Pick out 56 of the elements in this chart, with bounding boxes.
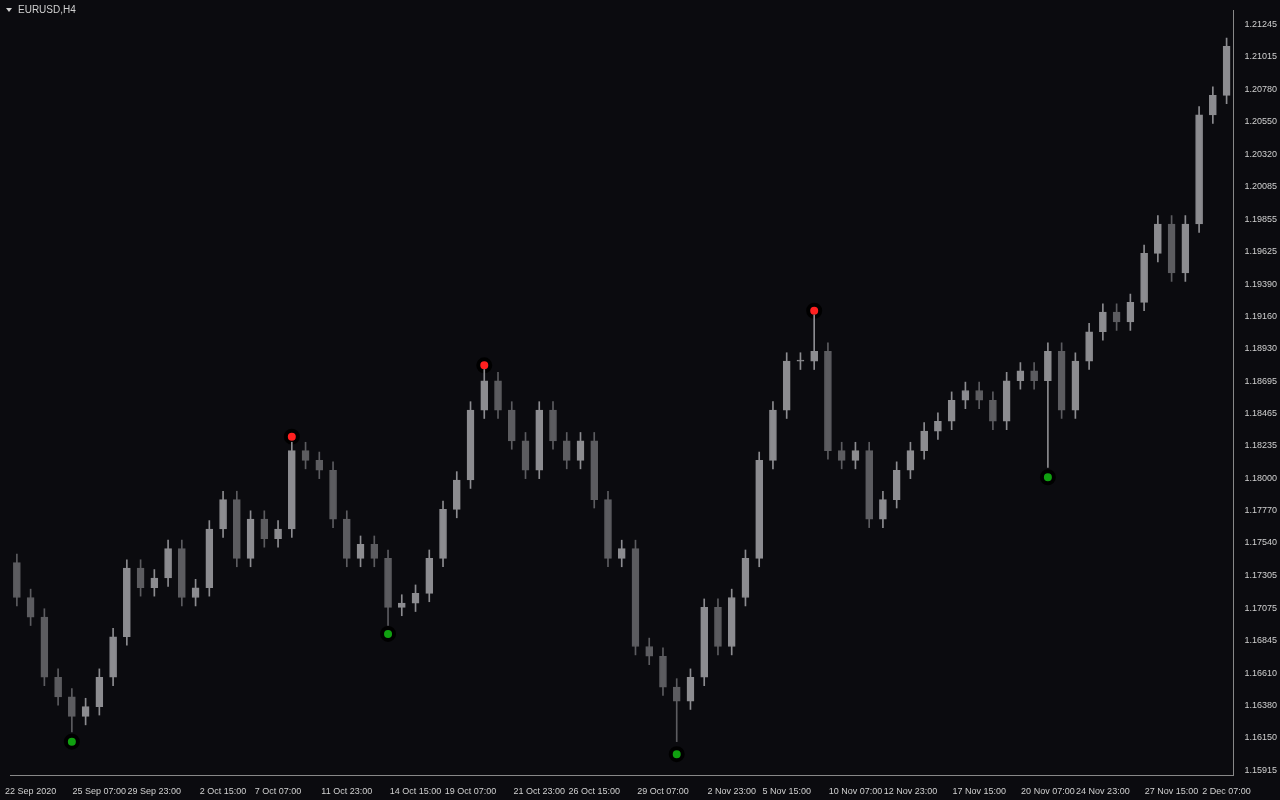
x-tick-label: 2 Dec 07:00 bbox=[1202, 786, 1251, 797]
y-tick-label: 1.21245 bbox=[1244, 19, 1278, 30]
candlestick bbox=[810, 314, 819, 370]
y-tick-label: 1.17770 bbox=[1244, 505, 1278, 516]
y-tick-label: 1.17075 bbox=[1244, 602, 1278, 613]
x-tick-label: 29 Oct 07:00 bbox=[637, 786, 689, 797]
point bbox=[1039, 469, 1056, 486]
candlestick bbox=[672, 678, 681, 742]
y-tick-label: 1.20780 bbox=[1244, 84, 1278, 95]
point bbox=[63, 733, 80, 750]
x-tick-label: 14 Oct 15:00 bbox=[389, 786, 442, 797]
y-tick-label: 1.19625 bbox=[1244, 245, 1278, 256]
chart-title: EURUSD,H4 bbox=[18, 4, 76, 15]
x-tick-label: 2 Oct 15:00 bbox=[199, 786, 247, 797]
x-tick-label: 26 Oct 15:00 bbox=[568, 786, 621, 797]
x-tick-label: 5 Nov 15:00 bbox=[762, 786, 811, 797]
y-tick-label: 1.17305 bbox=[1244, 570, 1278, 581]
y-tick-label: 1.19160 bbox=[1244, 310, 1278, 321]
x-tick-label: 20 Nov 07:00 bbox=[1021, 786, 1075, 797]
x-tick-label: 27 Nov 15:00 bbox=[1144, 786, 1199, 797]
y-tick-label: 1.15915 bbox=[1244, 764, 1278, 775]
y-tick-label: 1.18695 bbox=[1244, 375, 1278, 386]
y-tick-label: 1.19855 bbox=[1244, 213, 1278, 224]
x-tick-label: 25 Sep 07:00 bbox=[72, 786, 127, 797]
candlestick bbox=[1044, 342, 1052, 468]
x-tick-label: 12 Nov 23:00 bbox=[883, 786, 938, 797]
y-tick-label: 1.18930 bbox=[1244, 343, 1278, 354]
y-tick-label: 1.18465 bbox=[1244, 408, 1278, 419]
y-tick-label: 1.21015 bbox=[1244, 51, 1278, 62]
y-tick-label: 1.20085 bbox=[1244, 181, 1278, 192]
point bbox=[668, 746, 685, 763]
point bbox=[380, 625, 397, 642]
y-tick-label: 1.16845 bbox=[1244, 634, 1278, 645]
y-tick-label: 1.17540 bbox=[1244, 537, 1278, 548]
y-tick-label: 1.20550 bbox=[1244, 116, 1278, 127]
y-tick-label: 1.18235 bbox=[1244, 440, 1278, 451]
x-tick-label: 2 Nov 23:00 bbox=[707, 786, 756, 797]
x-tick-label: 11 Oct 23:00 bbox=[321, 786, 373, 797]
x-tick-label: 22 Sep 2020 bbox=[5, 786, 57, 797]
y-tick-label: 1.16150 bbox=[1244, 731, 1278, 742]
y-tick-label: 1.16610 bbox=[1244, 667, 1278, 678]
point bbox=[283, 428, 300, 445]
x-tick-label: 7 Oct 07:00 bbox=[254, 786, 302, 797]
x-tick-label: 29 Sep 23:00 bbox=[127, 786, 182, 797]
point bbox=[476, 357, 493, 374]
candlestick bbox=[397, 594, 406, 617]
y-tick-label: 1.18000 bbox=[1244, 473, 1278, 484]
x-tick-label: 21 Oct 23:00 bbox=[513, 786, 566, 797]
point bbox=[806, 302, 823, 319]
x-tick-label: 24 Nov 23:00 bbox=[1076, 786, 1130, 797]
x-tick-label: 17 Nov 15:00 bbox=[952, 786, 1006, 797]
x-tick-label: 10 Nov 07:00 bbox=[828, 786, 883, 797]
y-tick-label: 1.19390 bbox=[1244, 278, 1278, 289]
y-tick-label: 1.20320 bbox=[1244, 148, 1278, 159]
y-tick-label: 1.16380 bbox=[1244, 699, 1278, 710]
x-tick-label: 19 Oct 07:00 bbox=[444, 786, 497, 797]
